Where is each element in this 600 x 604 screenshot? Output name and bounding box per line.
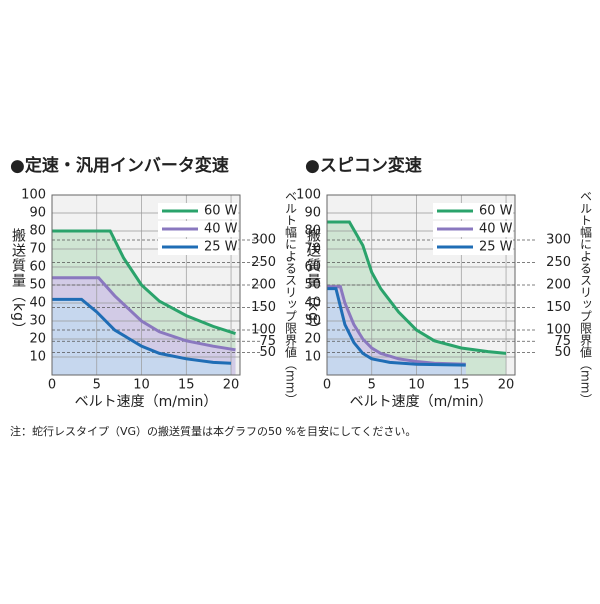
y-tick-label: 30	[304, 314, 321, 329]
chart-panel: ●定速・汎用インバータ変速507510015020025030010203040…	[10, 155, 298, 410]
y-tick-label: 80	[29, 224, 46, 239]
x-tick-label: 20	[498, 378, 515, 393]
y2-tick-label: 75	[259, 334, 276, 349]
y2-tick-label: 100	[251, 323, 276, 338]
plot-frame	[326, 194, 516, 376]
x-tick-label: 0	[48, 378, 56, 393]
x-tick-label: 0	[323, 378, 331, 393]
y2-tick-label: 300	[251, 233, 276, 248]
x-tick-label: 20	[223, 378, 240, 393]
legend-label: 60 W	[479, 204, 513, 219]
series-line	[327, 220, 507, 355]
series-line	[327, 287, 466, 367]
y-tick-label: 50	[304, 278, 321, 293]
chart-panel: ●スピコン変速507510015020025030010203040506070…	[296, 155, 592, 410]
x-axis-label: ベルト速度（m/min）	[350, 394, 493, 410]
y2-tick-label: 100	[546, 323, 571, 338]
y-axis-label: 搬送質量（kg）	[10, 228, 26, 337]
y2-tick-label: 200	[546, 278, 571, 293]
legend-label: 25 W	[479, 240, 513, 255]
x-tick-label: 15	[178, 378, 195, 393]
y-tick-label: 100	[296, 188, 321, 203]
y2-tick-label: 50	[554, 345, 571, 360]
x-tick-label: 5	[368, 378, 376, 393]
series-line	[52, 276, 236, 352]
y-tick-label: 90	[304, 206, 321, 221]
y-tick-label: 50	[29, 278, 46, 293]
y2-tick-label: 50	[259, 345, 276, 360]
legend-label: 60 W	[204, 204, 238, 219]
y-tick-label: 40	[29, 296, 46, 311]
y2-tick-label: 250	[251, 255, 276, 270]
legend-label: 40 W	[204, 222, 238, 237]
y2-axis-label: ベルト幅によるスリップ限界値（mm）	[284, 190, 298, 405]
legend-label: 25 W	[204, 240, 238, 255]
series-line	[52, 229, 236, 336]
x-tick-label: 15	[453, 378, 470, 393]
legend-label: 40 W	[479, 222, 513, 237]
note: 注：蛇行レスタイプ（VG）の搬送質量は本グラフの50 %を目安にしてください。	[10, 424, 416, 438]
y-tick-label: 10	[29, 350, 46, 365]
series-line	[52, 297, 232, 365]
y-tick-label: 80	[304, 224, 321, 239]
series-line	[327, 285, 466, 366]
y-tick-label: 30	[29, 314, 46, 329]
y-tick-label: 70	[29, 242, 46, 257]
chart-title: ●定速・汎用インバータ変速	[10, 155, 229, 176]
y-tick-label: 100	[21, 188, 46, 203]
y2-tick-label: 150	[251, 300, 276, 315]
x-axis-label: ベルト速度（m/min）	[75, 394, 218, 410]
x-tick-label: 5	[93, 378, 101, 393]
y2-tick-label: 150	[546, 300, 571, 315]
y2-tick-label: 75	[554, 334, 571, 349]
y-tick-label: 60	[304, 260, 321, 275]
y2-axis-label: ベルト幅によるスリップ限界値（mm）	[579, 190, 593, 405]
y2-tick-label: 250	[546, 255, 571, 270]
y-tick-label: 90	[29, 206, 46, 221]
y-axis-label: 搬送質量（kg）	[305, 228, 321, 337]
y-tick-label: 40	[304, 296, 321, 311]
plot-frame	[51, 194, 241, 376]
y-tick-label: 20	[304, 332, 321, 347]
x-tick-label: 10	[133, 378, 150, 393]
y2-tick-label: 300	[546, 233, 571, 248]
y-tick-label: 70	[304, 242, 321, 257]
y2-tick-label: 200	[251, 278, 276, 293]
chart-title: ●スピコン変速	[305, 155, 422, 176]
x-tick-label: 10	[408, 378, 425, 393]
y-tick-label: 10	[304, 350, 321, 365]
y-tick-label: 60	[29, 260, 46, 275]
y-tick-label: 20	[29, 332, 46, 347]
